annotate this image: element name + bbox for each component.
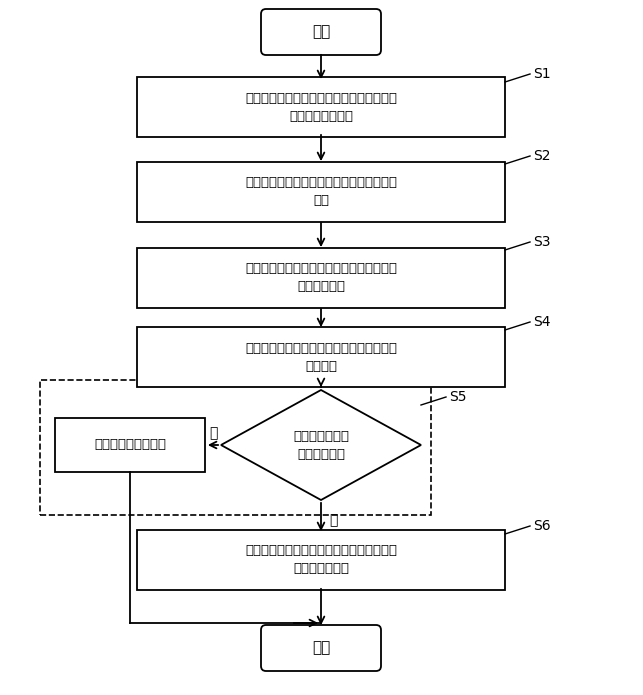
Bar	[137, 77, 505, 137]
Text: 用户登录为安全行为: 用户登录为安全行为	[94, 439, 166, 452]
Bar	[55, 418, 205, 472]
Bar	[40, 380, 431, 515]
Text: 对用户每个历史操作日志提取特征值，得到
历史日志特征向量: 对用户每个历史操作日志提取特征值，得到 历史日志特征向量	[245, 92, 397, 122]
Text: 计算实时日志特征向量与历史日志特征向量
的匹配性: 计算实时日志特征向量与历史日志特征向量 的匹配性	[245, 341, 397, 373]
Text: 判断匹配性是否
低于匹配阈值: 判断匹配性是否 低于匹配阈值	[293, 430, 349, 461]
Text: S4: S4	[533, 315, 550, 329]
Text: 在用户输入登录密码后，记录用户实时操作
日志: 在用户输入登录密码后，记录用户实时操作 日志	[245, 177, 397, 208]
Text: 否: 否	[209, 426, 217, 440]
Bar	[137, 248, 505, 308]
Text: 开始: 开始	[312, 24, 330, 40]
Text: S5: S5	[449, 390, 467, 404]
Text: S6: S6	[533, 519, 550, 533]
Text: S3: S3	[533, 235, 550, 249]
FancyBboxPatch shape	[261, 9, 381, 55]
Bar	[137, 530, 505, 590]
Text: 对用户实时操作日志提取特征值，得到实时
日志特征向量: 对用户实时操作日志提取特征值，得到实时 日志特征向量	[245, 263, 397, 293]
Bar	[137, 327, 505, 387]
Text: 是: 是	[329, 513, 338, 527]
Text: 进入动态人脸验证，在验证通过后，则用户
登录为安全行为: 进入动态人脸验证，在验证通过后，则用户 登录为安全行为	[245, 544, 397, 575]
FancyBboxPatch shape	[261, 625, 381, 671]
Polygon shape	[221, 390, 421, 500]
Text: S2: S2	[533, 149, 550, 163]
Text: S1: S1	[533, 67, 550, 81]
Bar	[137, 162, 505, 222]
Text: 结束: 结束	[312, 641, 330, 655]
